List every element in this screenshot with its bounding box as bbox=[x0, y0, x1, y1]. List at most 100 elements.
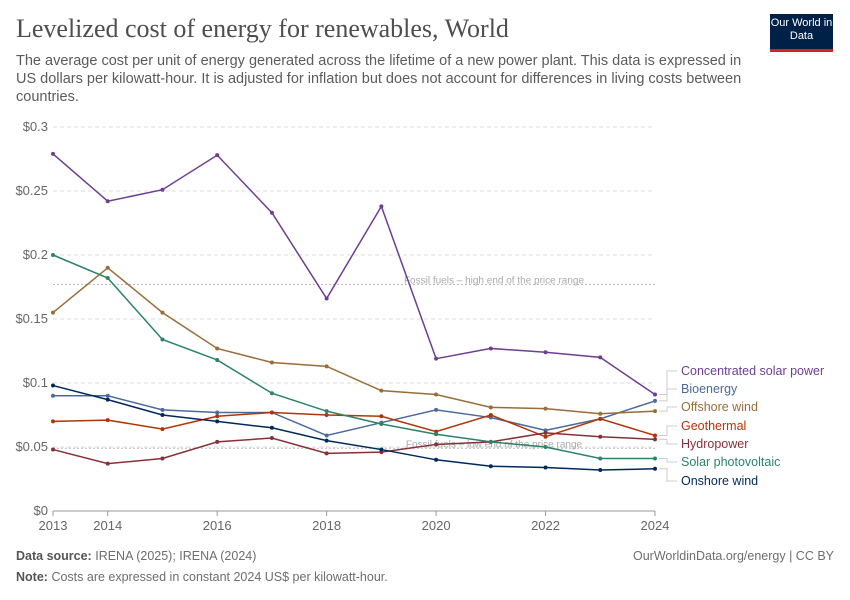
series-line bbox=[52, 254, 655, 460]
data-point bbox=[105, 276, 110, 281]
data-source: Data source: IRENA (2025); IRENA (2024) bbox=[16, 549, 256, 563]
data-point bbox=[324, 409, 329, 414]
fossil-fuel-reference-label: Fossil fuels – high end of the price ran… bbox=[404, 275, 585, 286]
data-point bbox=[324, 364, 329, 369]
series-label: Onshore wind bbox=[681, 474, 758, 488]
data-point bbox=[215, 439, 220, 444]
data-point bbox=[653, 456, 657, 461]
y-tick-label: $0 bbox=[34, 503, 48, 518]
data-point bbox=[269, 436, 274, 441]
data-point bbox=[653, 466, 657, 471]
x-tick-label: 2013 bbox=[39, 518, 68, 533]
data-point bbox=[51, 419, 55, 424]
data-point bbox=[215, 153, 220, 158]
data-point bbox=[160, 187, 165, 192]
note-text: Costs are expressed in constant 2024 US$… bbox=[51, 570, 388, 584]
chart-subtitle: The average cost per unit of energy gene… bbox=[16, 53, 742, 105]
data-point bbox=[324, 296, 329, 301]
data-point bbox=[434, 392, 439, 397]
data-point bbox=[269, 410, 274, 415]
y-tick-label: $0.3 bbox=[23, 119, 48, 134]
series-line bbox=[52, 411, 656, 438]
data-point bbox=[215, 346, 220, 351]
data-point bbox=[51, 151, 55, 156]
data-point bbox=[160, 456, 165, 461]
series-label: Hydropower bbox=[681, 437, 748, 451]
label-connector bbox=[659, 388, 677, 402]
data-point bbox=[488, 346, 493, 351]
chart-title: Levelized cost of energy for renewables,… bbox=[16, 14, 509, 43]
data-point bbox=[215, 410, 220, 415]
data-point bbox=[324, 413, 329, 417]
series-label: Concentrated solar power bbox=[681, 364, 824, 378]
note: Note: Costs are expressed in constant 20… bbox=[16, 570, 388, 584]
data-point bbox=[488, 413, 493, 417]
data-point bbox=[598, 355, 603, 360]
data-point bbox=[51, 447, 55, 452]
data-point bbox=[324, 433, 329, 438]
data-point bbox=[488, 464, 493, 469]
y-tick-label: $0.25 bbox=[15, 183, 48, 198]
note-label: Note: bbox=[16, 570, 48, 584]
data-point bbox=[379, 204, 384, 209]
data-point bbox=[598, 434, 603, 439]
data-point bbox=[543, 430, 548, 435]
data-point bbox=[269, 210, 274, 215]
data-point bbox=[434, 356, 439, 361]
label-connector bbox=[659, 406, 677, 412]
data-point bbox=[160, 407, 165, 412]
data-point bbox=[379, 388, 384, 393]
source-text[interactable]: IRENA (2025); IRENA (2024) bbox=[95, 549, 257, 563]
data-point bbox=[160, 413, 165, 417]
label-connector bbox=[659, 438, 677, 445]
series-line bbox=[53, 395, 656, 437]
x-tick-label: 2016 bbox=[203, 518, 232, 533]
data-point bbox=[379, 414, 384, 419]
fossil-fuel-reference-label: Fossil fuels – low end of the price rang… bbox=[406, 439, 583, 450]
label-connector bbox=[659, 370, 677, 396]
license[interactable]: OurWorldinData.org/energy | CC BY bbox=[632, 549, 834, 563]
data-point bbox=[160, 337, 165, 342]
owid-logo[interactable]: Our World in Data bbox=[770, 14, 833, 52]
data-point bbox=[543, 350, 548, 355]
data-point bbox=[215, 419, 220, 424]
x-tick-label: 2018 bbox=[312, 518, 341, 533]
data-point bbox=[653, 392, 657, 397]
data-point bbox=[105, 265, 110, 270]
series-label: Geothermal bbox=[681, 419, 746, 433]
data-point bbox=[653, 398, 657, 403]
x-tick-label: 2020 bbox=[422, 518, 451, 533]
data-point bbox=[598, 468, 603, 473]
label-connector bbox=[659, 468, 677, 482]
data-point bbox=[51, 393, 55, 398]
series-line bbox=[52, 384, 656, 471]
data-point bbox=[105, 461, 110, 466]
data-point bbox=[434, 457, 439, 462]
data-point bbox=[434, 432, 439, 437]
source-label: Data source: bbox=[16, 549, 92, 563]
series-line bbox=[52, 266, 656, 415]
data-point bbox=[379, 421, 384, 426]
data-point bbox=[105, 397, 110, 402]
series-label: Bioenergy bbox=[681, 382, 738, 396]
series-label: Offshore wind bbox=[681, 400, 758, 414]
data-point bbox=[105, 418, 110, 423]
label-connector bbox=[659, 458, 677, 463]
data-point bbox=[160, 310, 165, 315]
data-point bbox=[488, 405, 493, 410]
data-point bbox=[543, 406, 548, 411]
data-point bbox=[543, 434, 548, 439]
data-point bbox=[598, 416, 603, 421]
x-tick-label: 2024 bbox=[641, 518, 670, 533]
data-point bbox=[598, 411, 603, 416]
series-label: Solar photovoltaic bbox=[681, 455, 780, 469]
series-line bbox=[52, 432, 656, 465]
data-point bbox=[488, 439, 493, 444]
x-tick-label: 2022 bbox=[531, 518, 560, 533]
data-point bbox=[324, 451, 329, 456]
data-point bbox=[653, 409, 657, 414]
y-tick-label: $0.05 bbox=[15, 439, 48, 454]
data-point bbox=[543, 465, 548, 470]
data-point bbox=[653, 433, 657, 438]
